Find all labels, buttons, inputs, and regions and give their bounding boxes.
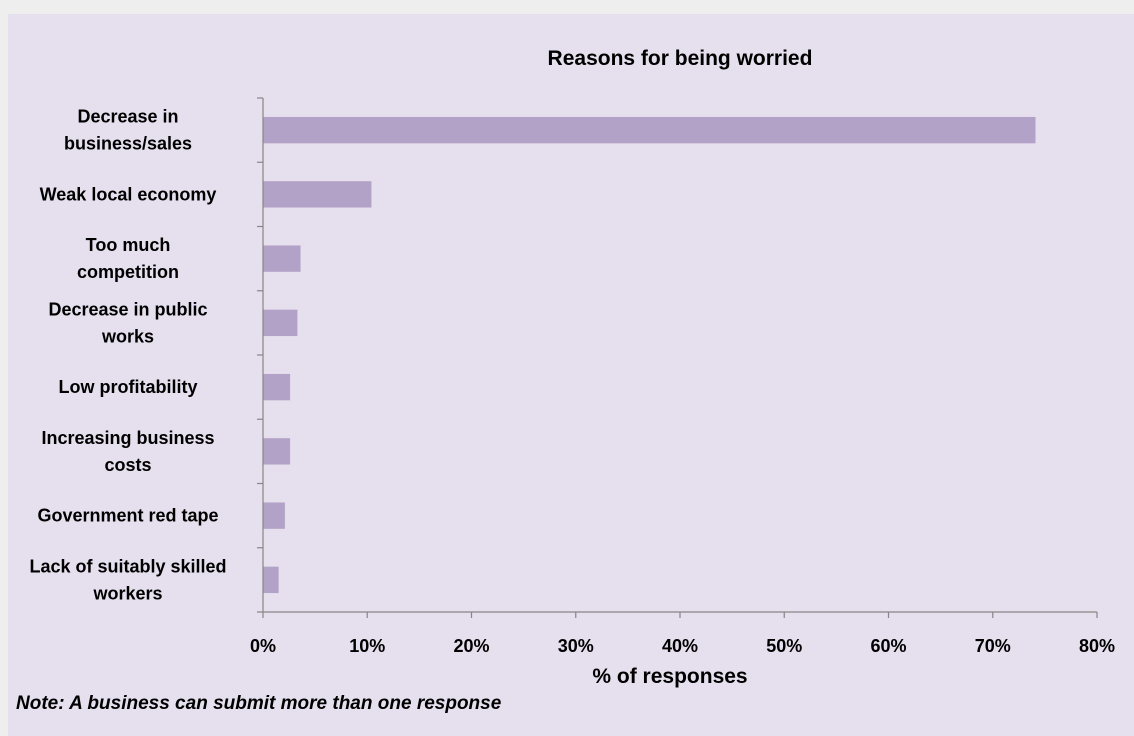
category-label-2: Weak local economy: [40, 184, 217, 204]
category-label-3: Too much competition: [77, 235, 179, 282]
bar-1: [263, 116, 1036, 144]
bars: [263, 116, 1036, 594]
axes: [262, 98, 1097, 613]
bar-2: [263, 181, 372, 208]
y-ticks: [257, 97, 263, 613]
x-tick-labels: 0% 10% 20% 30% 40% 50% 60% 70% 80%: [250, 636, 1115, 656]
x-tick-label: 0%: [250, 636, 276, 656]
x-tick-label: 50%: [766, 636, 802, 656]
category-label-8: Lack of suitably skilled workers: [29, 556, 226, 603]
x-tick-label: 70%: [975, 636, 1011, 656]
category-label-1: Decrease in business/sales: [64, 107, 192, 154]
category-label-7: Government red tape: [37, 506, 218, 526]
x-tick-label: 10%: [349, 636, 385, 656]
bar-3: [263, 245, 301, 272]
x-ticks: [262, 612, 1098, 618]
chart-title: Reasons for being worried: [548, 47, 813, 70]
x-tick-label: 80%: [1079, 636, 1115, 656]
category-label-5: Low profitability: [59, 377, 198, 397]
bar-8: [263, 566, 279, 594]
category-labels: Decrease in business/sales Weak local econ…: [29, 107, 226, 604]
bar-6: [263, 438, 291, 465]
x-tick-label: 20%: [453, 636, 489, 656]
category-label-6: Increasing business costs: [41, 428, 214, 475]
x-axis-title: % of responses: [592, 665, 747, 688]
bar-5: [263, 373, 291, 401]
category-label-4: Decrease in public works: [48, 299, 207, 346]
bar-7: [263, 502, 285, 529]
chart-note: Note: A business can submit more than on…: [16, 693, 502, 714]
x-tick-label: 30%: [558, 636, 594, 656]
x-tick-label: 60%: [870, 636, 906, 656]
x-tick-label: 40%: [662, 636, 698, 656]
bar-4: [263, 309, 298, 337]
